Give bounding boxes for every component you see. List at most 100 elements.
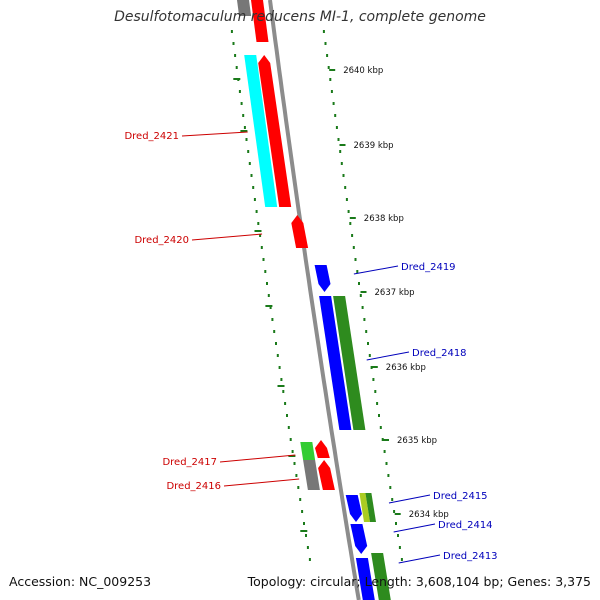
gene-feature: [291, 215, 309, 248]
gene-feature: [237, 0, 252, 16]
right-guide-dot: [354, 258, 357, 261]
gene-leader-line: [366, 351, 410, 361]
left-guide-dot: [287, 426, 290, 429]
right-guide-dot: [356, 270, 359, 273]
scale-tick-mark: [394, 513, 401, 515]
left-guide-dot: [303, 522, 305, 525]
gene-label-right: Dred_2413: [443, 551, 498, 562]
right-guide-dot: [345, 198, 348, 201]
scale-tick-label: 2635 kbp: [397, 436, 437, 446]
left-guide-dot: [299, 498, 302, 501]
right-guide-dot: [370, 366, 373, 369]
gene-label-right: Dred_2415: [433, 491, 488, 502]
gene-label-left: Dred_2416: [166, 481, 221, 492]
gene-leader-line: [181, 131, 248, 137]
right-guide-dot: [326, 54, 329, 57]
right-guide-dot: [337, 138, 340, 141]
scale-tick-mark: [383, 439, 389, 441]
right-guide-dot: [334, 114, 337, 117]
right-guide-dot: [379, 426, 382, 429]
left-guide-dot: [240, 102, 243, 105]
left-guide-dot: [291, 450, 294, 453]
left-guide-dash: [277, 385, 285, 387]
scale-tick-label: 2640 kbp: [343, 66, 383, 76]
right-guide-dot: [322, 30, 325, 33]
scale-tick-mark: [349, 217, 356, 219]
gene-label-right: Dred_2419: [401, 262, 456, 273]
right-guide-dot: [335, 126, 338, 129]
gene-feature: [315, 440, 330, 458]
right-guide-dot: [344, 186, 347, 189]
right-guide-dot: [385, 462, 388, 465]
right-guide-dot: [393, 510, 396, 513]
left-guide-dot: [267, 294, 270, 297]
scale-tick-mark: [329, 69, 336, 71]
left-guide-dot: [248, 162, 251, 165]
right-guide-dot: [389, 486, 392, 489]
gene-feature: [350, 524, 368, 554]
gene-feature: [345, 495, 362, 522]
left-guide-dot: [252, 186, 255, 189]
left-guide-dot: [242, 114, 245, 117]
left-guide-dot: [260, 246, 263, 249]
scale-tick-label: 2636 kbp: [386, 363, 426, 373]
left-guide-dot: [257, 222, 260, 225]
left-guide-dot: [276, 354, 279, 357]
left-guide-dot: [243, 126, 246, 129]
left-guide-dot: [271, 318, 274, 321]
right-guide-dot: [329, 78, 332, 81]
scale-tick-label: 2634 kbp: [409, 510, 449, 520]
backbone-line: [268, 0, 361, 600]
left-guide-dot: [247, 150, 250, 153]
gene-leader-line: [393, 523, 436, 533]
scale-tick-mark: [339, 144, 346, 146]
gene-feature: [355, 558, 375, 600]
right-guide-dot: [347, 210, 350, 213]
left-guide-dot: [255, 210, 258, 213]
topology-text: Topology: circular; Length: 3,608,104 bp…: [247, 574, 591, 589]
right-guide-dot: [330, 90, 333, 93]
left-guide-dot: [230, 30, 233, 33]
scale-tick-mark: [360, 291, 367, 293]
right-guide-dot: [368, 354, 371, 357]
left-guide-dot: [308, 558, 311, 561]
left-guide-dot: [253, 198, 256, 201]
left-guide-dot: [286, 414, 288, 417]
left-guide-dash: [300, 530, 308, 532]
right-guide-dot: [374, 390, 377, 393]
right-guide-dot: [339, 150, 342, 153]
left-guide-dot: [234, 54, 237, 57]
left-guide-dot: [266, 282, 268, 285]
left-guide-dot: [301, 510, 304, 513]
left-guide-dash: [240, 130, 248, 132]
accession-text: Accession: NC_009253: [9, 574, 152, 589]
gene-label-left: Dred_2421: [124, 131, 179, 142]
right-guide-dot: [383, 450, 386, 453]
right-guide-dot: [372, 378, 375, 381]
right-guide-dot: [359, 294, 362, 297]
left-guide-dot: [284, 402, 287, 405]
left-guide-dot: [282, 390, 285, 393]
right-guide-dot: [367, 342, 369, 345]
gene-leader-line: [388, 494, 431, 504]
right-guide-dot: [365, 330, 368, 333]
gene-feature: [318, 460, 335, 490]
gene-feature: [359, 493, 370, 522]
gene-label-right: Dred_2418: [412, 348, 467, 359]
right-guide-dot: [398, 546, 401, 549]
right-guide-dot: [342, 174, 345, 177]
gene-feature: [314, 265, 331, 292]
right-guide-dot: [387, 474, 390, 477]
gene-label-left: Dred_2420: [134, 235, 189, 246]
left-guide-dot: [278, 366, 281, 369]
left-guide-dot: [262, 258, 265, 261]
left-guide-dot: [306, 546, 309, 549]
left-guide-dot: [297, 486, 300, 489]
gene-leader-line: [219, 454, 296, 463]
left-guide-dot: [235, 66, 238, 69]
gene-feature: [319, 296, 352, 430]
gene-feature: [244, 55, 278, 207]
gene-feature: [251, 0, 269, 42]
